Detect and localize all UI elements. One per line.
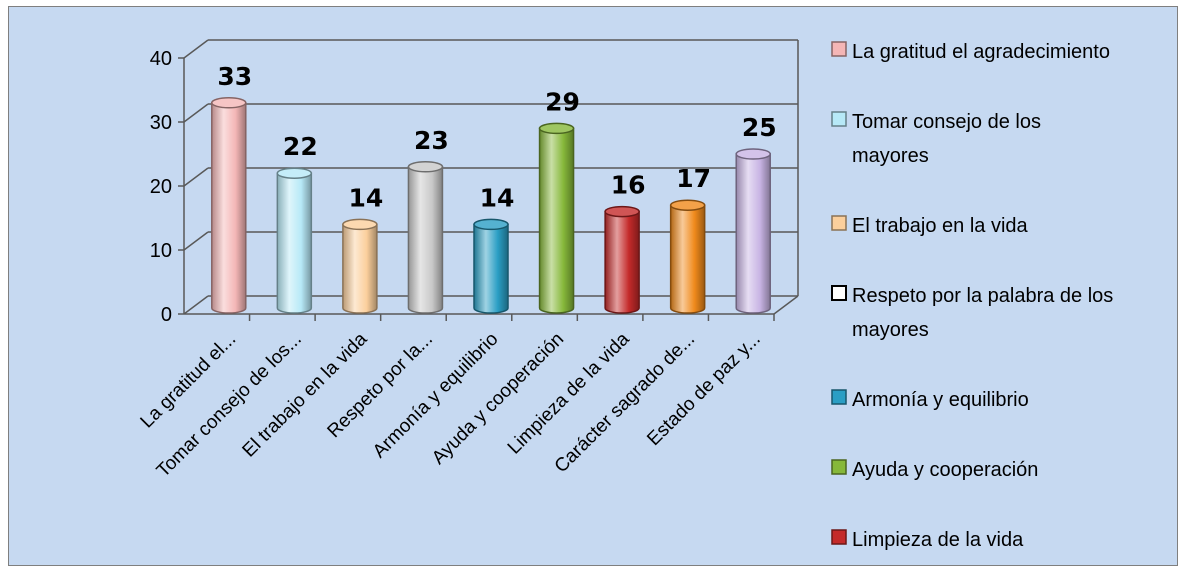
x-tick-label: Estado de paz y...: [643, 329, 764, 450]
data-label: 22: [283, 132, 318, 161]
bar: [735, 153, 771, 314]
y-tick-label: 20: [150, 176, 172, 198]
legend-swatch: [831, 389, 847, 405]
bar-top: [276, 167, 313, 179]
legend-swatch: [831, 111, 847, 127]
data-label: 33: [217, 62, 252, 91]
legend-swatch: [831, 215, 847, 231]
legend-swatch: [831, 285, 847, 301]
gridline-diag: [183, 39, 209, 59]
data-label: 14: [480, 183, 515, 212]
bar-top: [669, 199, 706, 211]
bar: [211, 102, 247, 314]
legend-label: Armonía y equilibrio: [852, 389, 1029, 411]
bar: [604, 210, 640, 314]
bar-top: [473, 218, 509, 231]
legend-label: Ayuda y cooperación: [852, 459, 1038, 481]
legend-label: La gratitud el agradecimiento: [852, 41, 1110, 63]
gridline-diag: [183, 231, 209, 251]
legend-label: Respeto por la palabra de los: [852, 285, 1113, 307]
data-label: 29: [545, 87, 580, 116]
legend-label: El trabajo en la vida: [852, 215, 1029, 237]
y-tick-label: 40: [150, 48, 172, 70]
legend-label: mayores: [852, 319, 929, 341]
gridline-diag: [183, 295, 209, 315]
data-label: 14: [348, 183, 383, 212]
data-label: 16: [611, 171, 646, 200]
chart-area: [8, 6, 1178, 566]
bar-top: [735, 148, 771, 160]
floor-edge: [773, 295, 799, 315]
legend-swatch: [831, 459, 847, 475]
bar: [407, 166, 444, 314]
x-tick-label: Limpieza de la vida: [504, 328, 634, 458]
bar: [473, 223, 509, 314]
data-labels: 33 22 14 23 14 29 16 17 25: [217, 62, 776, 213]
data-label: 25: [742, 113, 777, 142]
bar: [669, 204, 706, 314]
data-label: 17: [676, 164, 711, 193]
bar: [342, 223, 378, 314]
x-tick-label: Ayuda y cooperación: [428, 329, 568, 469]
y-tick-label: 30: [150, 112, 172, 134]
legend-swatch: [831, 41, 847, 57]
data-label: 23: [414, 126, 449, 155]
gridline-diag: [183, 167, 209, 187]
bar-top: [211, 97, 247, 109]
bars: [211, 97, 771, 314]
bar: [538, 127, 575, 314]
legend: La gratitud el agradecimiento Tomar conse…: [831, 41, 1113, 551]
legend-label: Limpieza de la vida: [852, 529, 1024, 551]
bar-top: [342, 218, 378, 231]
legend-label: Tomar consejo de los: [852, 111, 1041, 133]
x-tick-label: El trabajo en la vida: [239, 328, 372, 461]
gridline-diag: [183, 103, 209, 123]
bar-top: [538, 122, 575, 135]
x-tick-label: Armonía y equilibrio: [369, 329, 503, 463]
bar-top: [604, 205, 640, 218]
y-tick-label: 0: [161, 304, 172, 326]
legend-label: mayores: [852, 145, 929, 167]
legend-swatch: [831, 529, 847, 545]
bar: [276, 172, 313, 314]
bar-top: [407, 161, 444, 173]
y-tick-label: 10: [150, 240, 172, 262]
